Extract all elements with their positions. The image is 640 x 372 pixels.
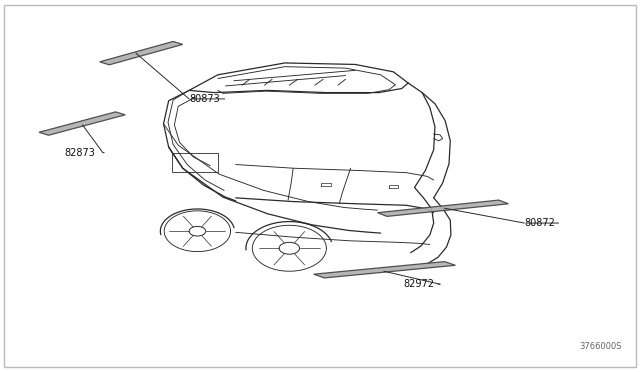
Text: 82972: 82972 bbox=[403, 279, 434, 289]
Polygon shape bbox=[39, 112, 125, 135]
Text: 80872: 80872 bbox=[524, 218, 556, 228]
Polygon shape bbox=[314, 262, 456, 278]
Text: 80873: 80873 bbox=[189, 94, 220, 104]
Polygon shape bbox=[378, 200, 508, 217]
Text: 3766000S: 3766000S bbox=[579, 342, 621, 351]
Bar bbox=[172, 153, 218, 172]
Polygon shape bbox=[100, 41, 182, 65]
Text: 82873: 82873 bbox=[65, 148, 95, 158]
